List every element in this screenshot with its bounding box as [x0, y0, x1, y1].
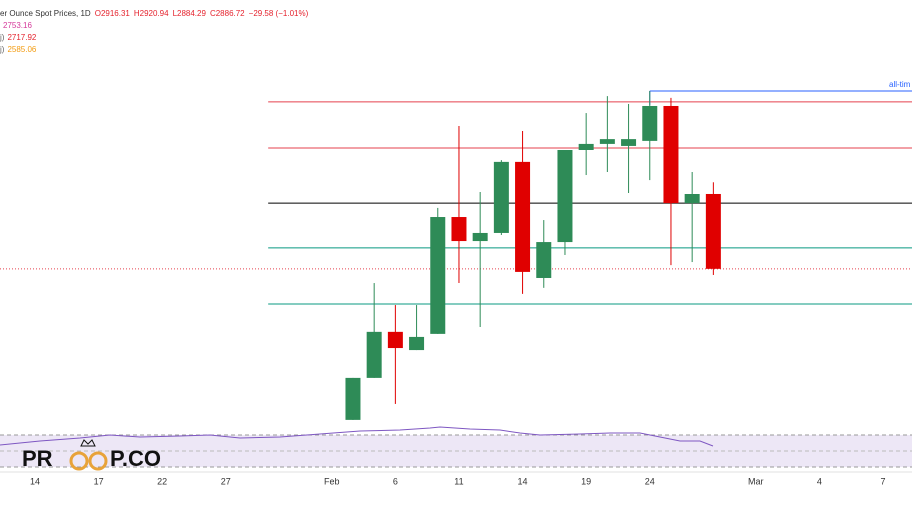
x-tick-label: 6	[393, 476, 398, 486]
candle-body	[621, 139, 637, 146]
x-tick-label: 14	[30, 476, 40, 486]
x-tick-label: 27	[221, 476, 231, 486]
header-value: −29.58 (−1.01%)	[249, 9, 309, 18]
x-tick-label: 14	[518, 476, 528, 486]
x-tick-label: 7	[880, 476, 885, 486]
x-tick-label: 17	[94, 476, 104, 486]
logo-crown	[80, 439, 96, 447]
ath-label: all-tim	[889, 80, 911, 89]
rsi-pane	[0, 426, 912, 468]
indicator: 2753.16	[3, 21, 32, 30]
indicator-value: 2717.92	[7, 33, 36, 42]
header-value: C2886.72	[210, 9, 245, 18]
candle-body	[451, 217, 467, 242]
rsi-curve	[0, 426, 714, 447]
candle-body	[599, 139, 615, 144]
indicator-value: 2753.16	[3, 21, 32, 30]
logo-text: PR	[22, 446, 53, 471]
x-tick-label: Mar	[748, 476, 764, 486]
x-tick-label: 11	[454, 476, 463, 486]
candle-body	[642, 105, 658, 141]
candle-body	[536, 242, 552, 278]
candle-body	[663, 105, 679, 204]
header-value: O2916.31	[95, 9, 131, 18]
candle-body	[472, 232, 488, 242]
indicator-prefix: j)	[0, 45, 5, 54]
header-title: er Ounce Spot Prices, 1D	[0, 9, 91, 18]
candle-body	[345, 377, 361, 420]
logo-text: P.CO	[110, 446, 161, 471]
candle-body	[515, 161, 531, 272]
indicator: j) 2717.92	[0, 33, 37, 42]
x-tick-label: 19	[581, 476, 591, 486]
x-tick-label: Feb	[324, 476, 340, 486]
logo: PR P.CO	[22, 439, 161, 471]
candle-body	[557, 149, 573, 243]
candle-body	[366, 331, 382, 378]
indicator: j) 2585.06	[0, 45, 37, 54]
candle-body	[705, 193, 721, 269]
x-tick-label: 24	[645, 476, 655, 486]
candle-body	[430, 217, 446, 334]
candle-body	[493, 161, 509, 233]
header: er Ounce Spot Prices, 1D O2916.31 H2920.94…	[0, 9, 309, 18]
candle-body	[387, 331, 403, 349]
logo-eye	[69, 451, 89, 471]
x-tick-label: 4	[817, 476, 822, 486]
logo-eye	[88, 451, 108, 471]
candle-body	[684, 194, 700, 204]
candle-body	[409, 336, 425, 351]
indicator-value: 2585.06	[7, 45, 36, 54]
header-value: H2920.94	[134, 9, 169, 18]
header-value: L2884.29	[173, 9, 207, 18]
candle-body	[578, 143, 594, 150]
indicator-prefix: j)	[0, 33, 5, 42]
x-tick-label: 22	[157, 476, 167, 486]
